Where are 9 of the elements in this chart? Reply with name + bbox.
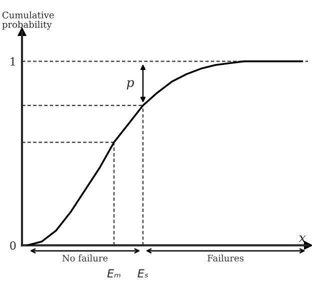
line-series: [26, 60, 304, 246]
x-tick-label: Eₘ: [107, 269, 120, 278]
y-tick-label: 1: [10, 57, 15, 66]
y-axis-title: Cumulative probability: [2, 11, 54, 30]
x-tick-label: Eₛ: [138, 269, 148, 278]
text: No failure: [62, 254, 108, 262]
annotation: p: [126, 80, 134, 90]
text: Failures: [208, 254, 244, 262]
y-tick-label: 0: [10, 241, 16, 250]
